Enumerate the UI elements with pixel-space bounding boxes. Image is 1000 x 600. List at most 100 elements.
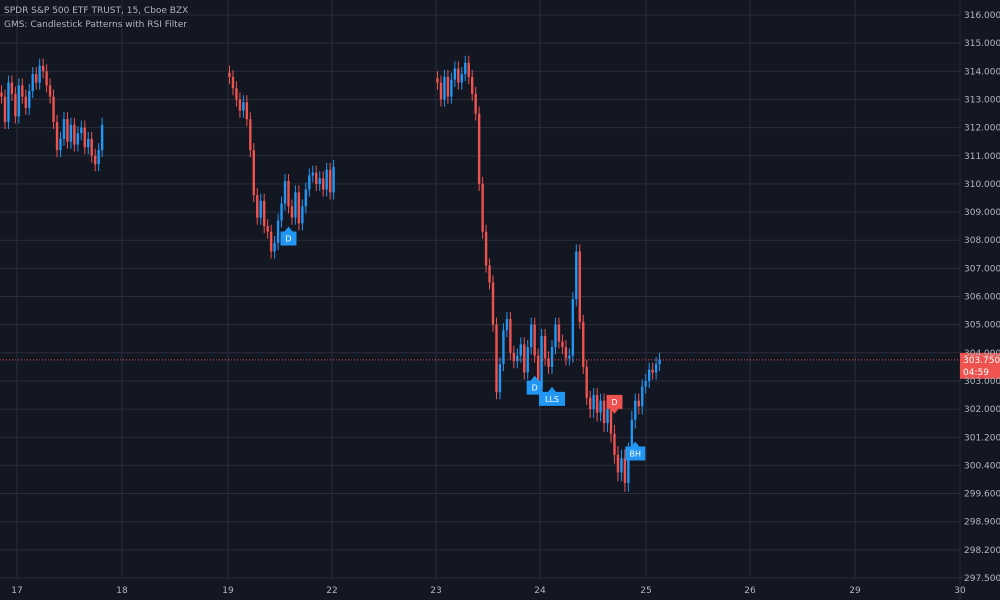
candle-body [550,347,554,367]
candle-body [66,119,69,142]
candle-body [547,358,550,367]
price-label-box [960,352,1000,379]
time-axis[interactable]: 17 18 19 22 23 24 25 26 29 30 [11,586,966,596]
candle-body [602,400,606,424]
y-tick-label: 304.0000 [964,349,1000,359]
x-tick-label: 30 [954,586,966,596]
candles [0,55,661,492]
candle-body [630,419,634,452]
price-axis[interactable]: 316.0000 315.0000 314.0000 313.0000 312.0000… [964,11,1000,584]
candle-body [45,71,48,86]
candle-body [512,352,516,362]
candle-body [582,321,585,367]
y-tick-label: 314.0000 [964,67,1000,77]
indicator-title: GMS: Candlestick Patterns with RSI Filte… [4,20,187,30]
candle-body [259,200,262,218]
candle-body [263,200,266,227]
y-tick-label: 316.0000 [964,11,1000,21]
y-tick-label: 297.5000 [964,574,1000,584]
candle-body [283,181,287,204]
candle-body [557,324,561,342]
candle-body [644,380,647,387]
candle-body [252,150,255,196]
candle-body [484,231,488,266]
candle-body [457,68,460,83]
candle-body [536,355,540,387]
candle-body [467,62,470,77]
candle-body [599,400,602,413]
candle-body [10,82,14,94]
signal-marker [526,375,543,395]
y-tick-label: 303.0000 [964,377,1000,387]
candle-body [31,74,34,92]
y-tick-label: 298.9000 [964,518,1000,528]
candle-body [318,178,321,184]
candle-body [273,243,276,252]
candle-body [491,282,495,325]
x-tick-label: 19 [222,586,234,596]
candle-body [93,155,97,165]
candle-body [308,175,311,190]
candle-body [627,451,630,483]
candle-body [460,74,463,83]
candle-body [297,192,301,224]
candle-body [502,330,505,365]
signal-label: BH [630,449,642,458]
x-tick-label: 24 [534,586,546,596]
symbol-title: SPDR S&P 500 ETF TRUST, 15, Cboe BZX [4,6,189,16]
candle-body [620,458,623,473]
y-tick-label: 308.0000 [964,236,1000,246]
candle-body [41,65,45,72]
candle-body [238,99,242,111]
x-tick-label: 26 [744,586,756,596]
candle-body [540,335,543,387]
candle-body [533,324,536,356]
candle-body [3,96,7,122]
x-tick-label: 17 [11,586,22,596]
y-tick-label: 306.0000 [964,293,1000,303]
signal-label: LLS [545,395,559,404]
candle-body [235,88,238,100]
signal-marker [606,394,623,414]
signal-marker [625,441,646,461]
candle-body [24,96,27,108]
candle-body [516,355,519,362]
candle-body [256,195,259,218]
y-tick-label: 299.6000 [964,490,1000,500]
candle-body [592,395,595,410]
y-tick-label: 309.0000 [964,208,1000,218]
countdown-label: 04:59 [963,368,989,378]
candle-body [498,364,502,393]
candle-body [526,347,529,373]
y-tick-label: 311.0000 [964,152,1000,162]
candle-body [76,133,80,145]
candle-body [523,344,526,373]
candle-body [443,76,446,100]
y-tick-label: 313.0000 [964,95,1000,105]
candle-body [634,400,637,420]
candle-body [321,178,325,190]
y-tick-label: 302.0000 [964,405,1000,415]
signal-label: D [285,234,291,243]
candle-body [325,169,328,190]
candle-body [436,78,439,83]
candle-body [249,119,252,151]
y-tick-label: 301.2000 [964,433,1000,443]
candle-body [471,76,474,94]
y-tick-label: 305.0000 [964,321,1000,331]
candle-body [654,364,658,373]
candle-body [450,79,453,97]
candle-body [266,226,269,232]
x-tick-label: 29 [849,586,861,596]
candle-body [561,341,564,348]
candle-body [38,65,41,83]
x-tick-label: 22 [326,586,337,596]
signal-label: D [611,398,617,407]
candle-body [90,138,93,156]
candle-body [87,138,90,148]
y-tick-label: 307.0000 [964,264,1000,274]
candle-body [315,172,318,184]
candle-body [588,397,592,410]
candle-body [35,74,38,83]
